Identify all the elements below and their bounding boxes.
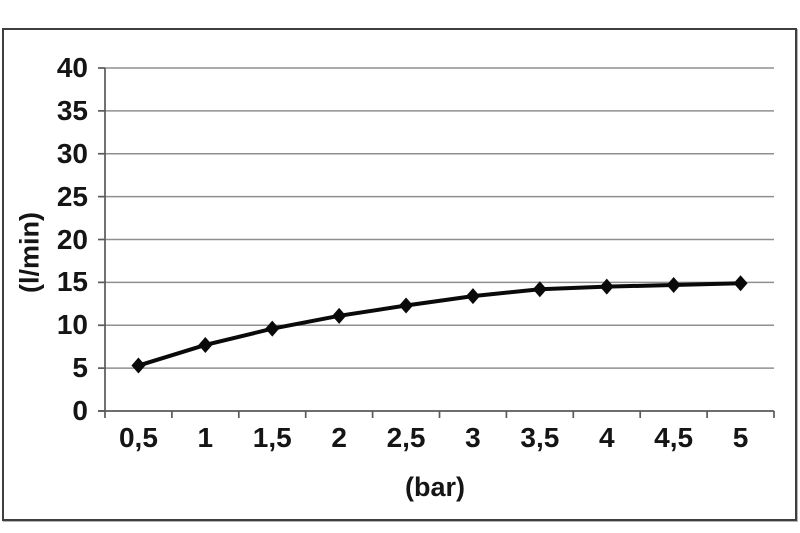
diamond-marker [131, 357, 146, 374]
diamond-marker [399, 297, 414, 314]
chart-frame [2, 28, 797, 521]
diamond-marker [332, 307, 347, 324]
diamond-marker [599, 278, 614, 295]
x-axis-title: (bar) [405, 472, 465, 502]
diamond-marker [198, 336, 213, 353]
diamond-marker [465, 288, 480, 305]
diamond-marker [532, 281, 547, 298]
y-axis-title: (l/min) [14, 212, 45, 293]
diamond-marker [265, 320, 280, 337]
diamond-marker [733, 275, 748, 292]
diamond-marker [666, 276, 681, 293]
series-line [137, 281, 741, 368]
